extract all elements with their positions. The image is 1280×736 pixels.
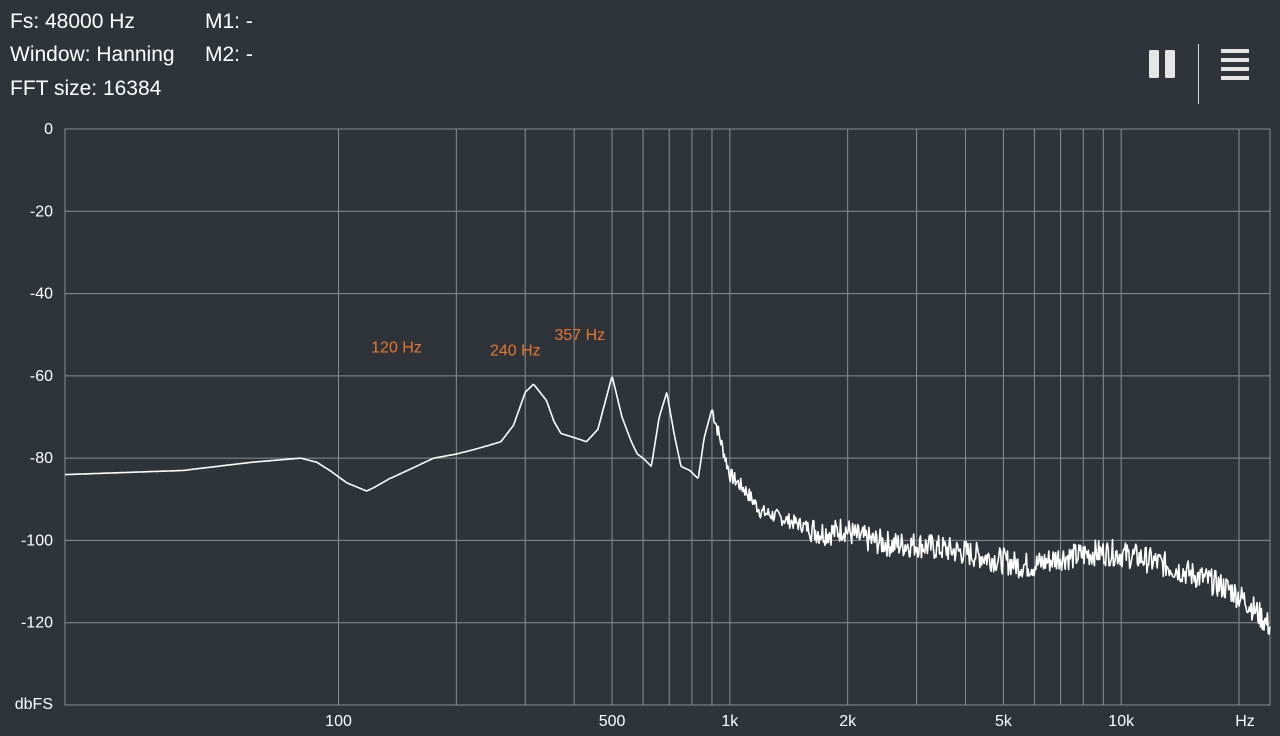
plot-frame	[64, 128, 1271, 706]
x-tick-label: 10k	[1108, 713, 1135, 730]
y-tick-label: -60	[30, 368, 53, 385]
window-type-readout: Window: Hanning	[10, 43, 175, 66]
x-tick-label: 2k	[839, 713, 857, 730]
y-tick-label: 0	[44, 121, 53, 138]
y-tick-label: -20	[30, 203, 53, 220]
y-tick-label: -40	[30, 286, 53, 303]
peak-label: 357 Hz	[554, 327, 605, 344]
fft-size-readout: FFT size: 16384	[10, 77, 162, 100]
menu-icon	[1221, 49, 1249, 80]
x-tick-label: 500	[599, 713, 626, 730]
pause-button[interactable]	[1140, 40, 1186, 88]
marker-2-readout: M2: -	[205, 43, 253, 66]
y-axis-label: dbFS	[15, 696, 53, 713]
peak-labels: 120 Hz 240 Hz 357 Hz	[371, 327, 605, 360]
y-tick-label: -120	[21, 615, 53, 632]
x-tick-label: 100	[325, 713, 352, 730]
y-tick-label: -80	[30, 450, 53, 467]
toolbar-divider	[1198, 44, 1199, 104]
grid-layer	[64, 128, 1271, 706]
x-axis-ticks: 100 500 1k 2k 5k 10k	[325, 713, 1135, 730]
spectrum-trace	[65, 376, 1271, 635]
peak-label: 120 Hz	[371, 340, 422, 357]
marker-1-readout: M1: -	[205, 10, 253, 33]
x-axis-unit-label: Hz	[1235, 713, 1255, 730]
pause-icon	[1149, 50, 1175, 78]
peak-label: 240 Hz	[490, 343, 541, 360]
y-tick-label: -100	[21, 532, 53, 549]
x-tick-label: 5k	[995, 713, 1013, 730]
y-axis-ticks: 0 -20 -40 -60 -80 -100 -120	[21, 121, 53, 632]
sample-rate-readout: Fs: 48000 Hz	[10, 10, 135, 33]
trace-layer	[65, 376, 1271, 635]
menu-button[interactable]	[1212, 40, 1258, 88]
x-tick-label: 1k	[721, 713, 739, 730]
